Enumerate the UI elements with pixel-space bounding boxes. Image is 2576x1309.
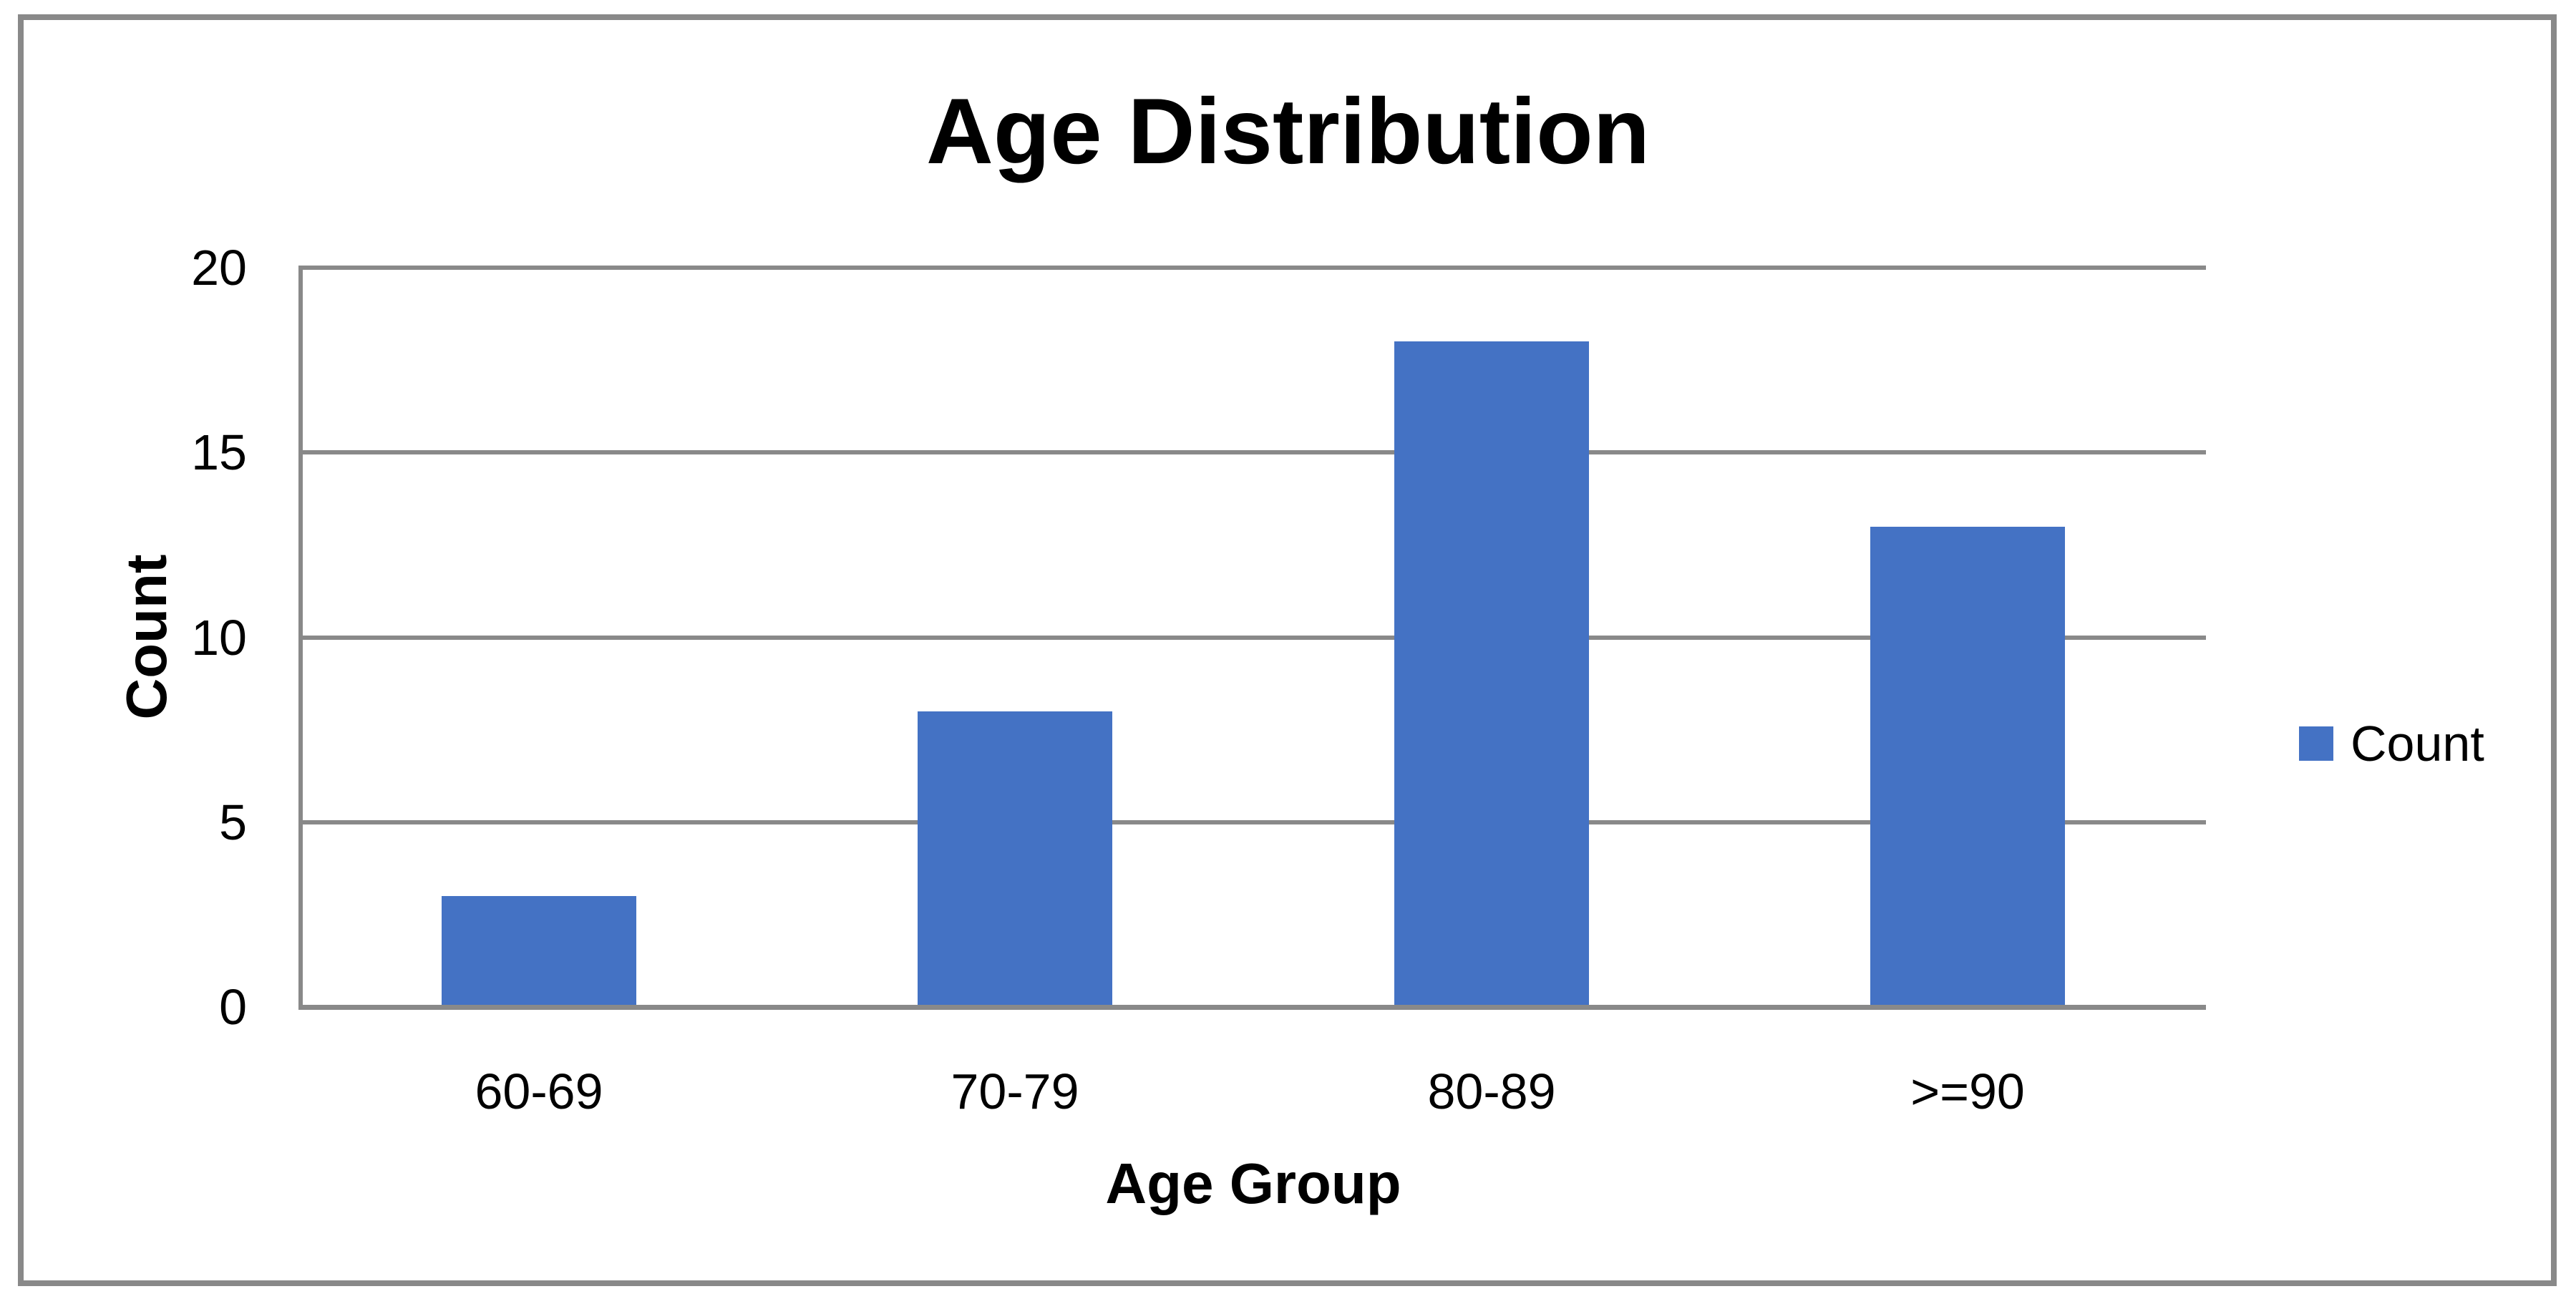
y-tick-label-5: 5 [219,794,247,850]
chart-title: Age Distribution [925,79,1651,183]
y-tick-label-15: 15 [191,424,247,480]
bar->=90 [1870,527,2065,1007]
x-axis-line [298,1005,2206,1010]
bar-60-69 [442,896,636,1007]
gridline-20 [298,266,2206,270]
x-tick-label-60-69: 60-69 [475,1064,603,1119]
y-tick-label-20: 20 [191,240,247,296]
plot-area: 60-69 70-79 80-89 >=90 [298,266,2206,1119]
y-tick-label-10: 10 [191,610,247,666]
legend: Count [2299,716,2484,771]
x-tick-label-80-89: 80-89 [1427,1064,1556,1119]
chart-border-frame [18,14,2557,1286]
x-axis-title: Age Group [1105,1152,1401,1215]
y-tick-label-0: 0 [219,979,247,1035]
legend-color-swatch [2299,726,2333,761]
gridline-10 [298,636,2206,640]
bar-80-89 [1394,341,1589,1007]
gridline-5 [298,820,2206,824]
gridline-15 [298,450,2206,454]
bar-70-79 [918,711,1112,1007]
legend-label: Count [2351,716,2484,772]
x-tick-label->=90: >=90 [1910,1064,2025,1119]
y-axis-line [298,266,303,1010]
x-tick-label-70-79: 70-79 [951,1064,1079,1119]
